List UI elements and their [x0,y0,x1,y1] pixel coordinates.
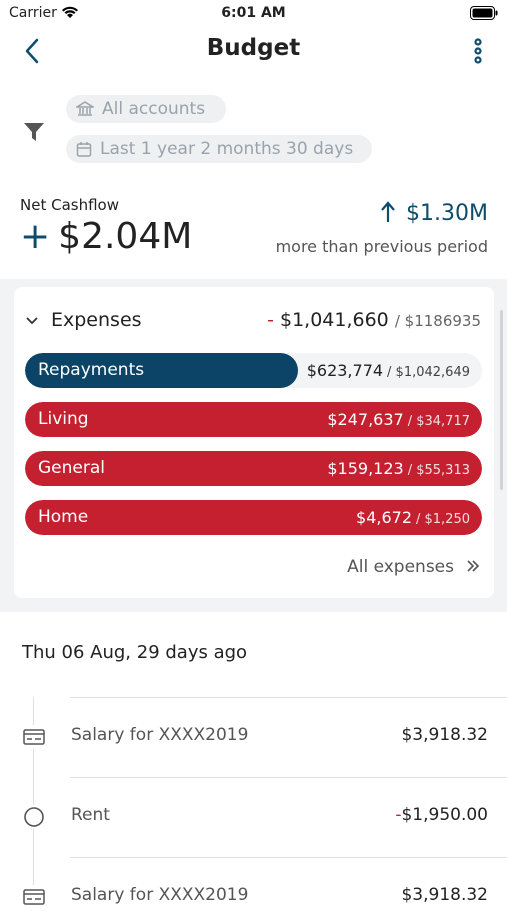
category-budget: / $1,250 [416,512,470,527]
transaction-name: Salary for XXXX2019 [71,725,249,745]
category-name: Home [38,507,89,527]
transaction-name: Rent [71,805,110,825]
category-amount: $159,123/ $55,313 [327,451,470,486]
circle-icon [24,807,44,827]
transaction-icon [22,725,46,749]
more-button[interactable] [470,37,486,65]
category-amount: $623,774/ $1,042,649 [307,353,470,388]
transaction-value: $3,918.32 [401,885,488,905]
cashflow-change: $1.30M [380,201,488,226]
transaction-value: $1,950.00 [401,805,488,825]
page-title: Budget [206,35,301,61]
collapse-icon[interactable] [25,315,39,327]
bank-icon [76,101,94,116]
category-spent: $623,774 [306,361,384,380]
time: 6:01 AM [221,5,286,21]
transaction-date: Thu 06 Aug, 29 days ago [22,642,248,663]
cashflow-total: + $2.04M [20,216,192,257]
transaction-value: $3,918.32 [401,725,488,745]
expenses-title: Expenses [51,309,142,331]
card-icon [23,729,45,745]
transaction-icon [22,805,46,829]
card-icon [23,889,45,905]
transaction-amount: -$1,950.00 [395,805,488,825]
transaction-sign: - [395,805,402,825]
scrollbar [500,310,503,490]
expenses-total: - $1,041,660 / $1186935 [267,309,481,331]
change-note: more than previous period [275,237,488,256]
category-name: General [38,458,105,478]
battery-icon [470,6,498,20]
expense-bar[interactable]: Living $247,637/ $34,717 [25,402,482,437]
category-spent: $159,123 [327,459,404,478]
transaction-name: Salary for XXXX2019 [71,885,249,905]
timeline [33,697,34,900]
expense-bar-fill [25,353,299,388]
category-budget: / $55,313 [407,463,470,478]
expense-bar-fill [25,402,482,437]
category-amount: $247,637/ $34,717 [327,402,470,437]
category-name: Repayments [38,360,145,380]
all-expenses-link[interactable]: All expenses [347,557,480,577]
period-label: Last 1 year 2 months 30 days [100,139,354,159]
back-button[interactable] [22,37,42,65]
transaction-icon [22,885,46,909]
transaction-amount: $3,918.32 [401,885,488,905]
carrier: Carrier [9,5,57,21]
period-filter[interactable]: Last 1 year 2 months 30 days [66,135,372,163]
expenses-card [14,287,494,598]
cashflow-label: Net Cashflow [20,196,119,214]
category-amount: $4,672 / $1,250 [356,500,470,535]
expense-bar[interactable]: Home $4,672 / $1,250 [25,500,482,535]
category-budget: / $34,717 [407,414,470,429]
expense-bar-fill [25,451,482,486]
expenses-budget: / $1186935 [394,312,481,330]
expense-bar-fill [25,500,482,535]
up-arrow-icon [381,201,395,222]
double-chevron-icon [467,560,480,572]
calendar-icon [76,142,92,157]
category-name: Living [38,409,89,429]
expense-bar[interactable]: Repayments $623,774/ $1,042,649 [25,353,482,388]
cashflow-value: $2.04M [58,216,193,257]
all-expenses-label: All expenses [347,557,454,577]
accounts-label: All accounts [102,99,206,119]
cashflow-sign: + [20,216,51,257]
wifi-icon [62,6,78,18]
transaction-amount: $3,918.32 [401,725,488,745]
category-spent: $4,672 [356,508,412,527]
separator [70,857,507,858]
separator [70,697,507,698]
accounts-filter[interactable]: All accounts [66,95,226,123]
filter-icon[interactable] [23,121,45,143]
category-budget: / $1,042,649 [387,365,470,380]
expenses-spent: $1,041,660 [279,309,389,331]
category-spent: $247,637 [327,410,404,429]
expenses-sign: - [267,309,274,331]
separator [70,777,507,778]
expense-bar[interactable]: General $159,123/ $55,313 [25,451,482,486]
change-value: $1.30M [406,201,488,226]
